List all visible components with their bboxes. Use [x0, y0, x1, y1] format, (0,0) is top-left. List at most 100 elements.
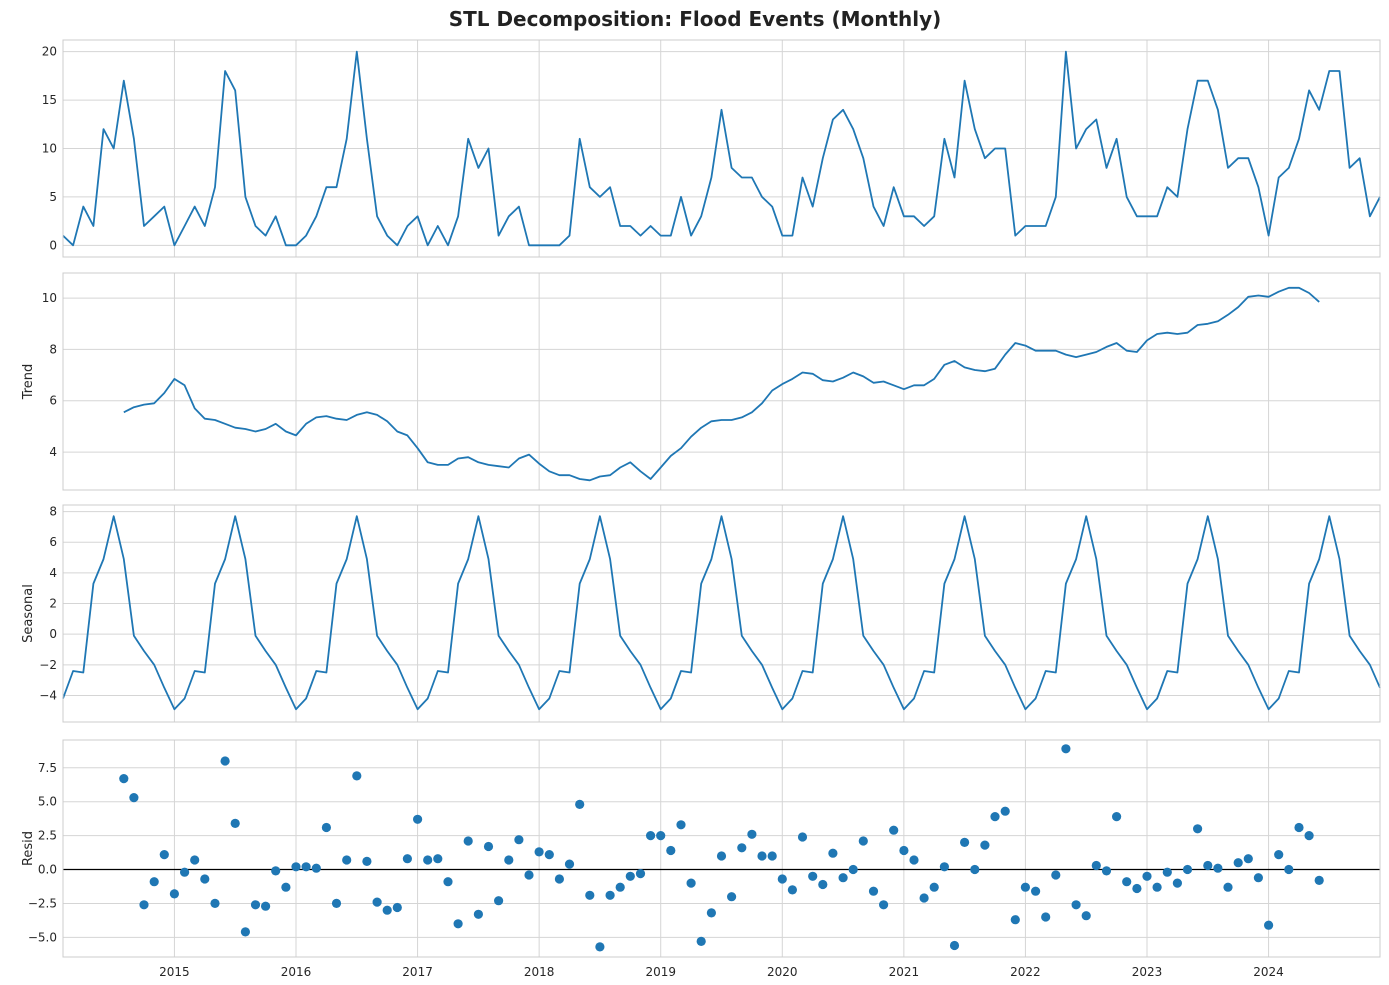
resid-point — [342, 855, 352, 865]
resid-point — [777, 874, 787, 884]
resid-point — [1314, 875, 1324, 886]
resid-point — [119, 774, 129, 784]
resid-point — [514, 835, 524, 845]
x-tick-label: 2016 — [281, 965, 312, 979]
x-tick-label: 2017 — [402, 965, 433, 979]
resid-frame — [62, 739, 1381, 958]
trend-plot-area — [63, 273, 1380, 490]
resid-point — [1091, 860, 1101, 871]
resid-point — [1284, 864, 1294, 875]
resid-point — [463, 836, 473, 846]
resid-point — [1274, 850, 1284, 860]
resid-point — [1304, 831, 1314, 841]
resid-point — [271, 866, 281, 876]
resid-point — [311, 863, 321, 873]
observed-y-tick-label: 15 — [42, 93, 57, 107]
resid-point — [990, 812, 1000, 822]
resid-point — [727, 892, 737, 902]
resid-point — [787, 885, 798, 895]
seasonal-panel: −4 −2 0 2 4 6 8 Seasonal — [21, 504, 1381, 723]
resid-point — [1051, 870, 1061, 880]
seasonal-y-tick-label: 2 — [49, 597, 57, 611]
resid-point — [615, 882, 625, 892]
resid-point — [1223, 882, 1233, 892]
resid-point — [261, 901, 271, 911]
resid-point — [949, 940, 960, 951]
resid-point — [331, 898, 342, 909]
resid-panel: −5.0 −2.5 0.0 2.5 5.0 7.5 Resid 2015 2016 2017 201… — [21, 739, 1381, 979]
resid-plot-area — [63, 740, 1380, 957]
trend-y-tick-label: 6 — [49, 394, 57, 408]
resid-point — [686, 878, 696, 888]
resid-point — [402, 854, 412, 864]
resid-point — [879, 900, 889, 910]
resid-point — [808, 871, 818, 881]
figure-title: STL Decomposition: Flood Events (Monthly… — [449, 7, 942, 31]
resid-point — [980, 840, 990, 850]
resid-point — [1243, 854, 1253, 864]
resid-point — [1101, 866, 1112, 876]
resid-y-tick-label: 0.0 — [38, 863, 57, 877]
resid-point — [129, 793, 139, 803]
resid-point — [301, 862, 311, 872]
resid-point — [1061, 744, 1071, 754]
x-tick-label: 2015 — [159, 965, 190, 979]
resid-point — [443, 877, 453, 887]
resid-point — [889, 825, 899, 835]
trend-frame — [62, 272, 1381, 491]
resid-point — [544, 850, 554, 860]
resid-point — [180, 867, 190, 877]
trend-y-tick-label: 4 — [49, 445, 57, 459]
resid-point — [909, 855, 919, 865]
resid-point — [716, 851, 727, 861]
resid-point — [1112, 812, 1122, 822]
x-tick-label: 2019 — [645, 965, 676, 979]
seasonal-y-tick-label: −4 — [39, 688, 57, 702]
trend-y-tick-label: 8 — [49, 342, 57, 356]
seasonal-series-line — [62, 515, 1381, 711]
resid-point — [1031, 886, 1041, 896]
resid-point — [473, 909, 483, 919]
seasonal-y-axis-label: Seasonal — [21, 584, 36, 643]
resid-point — [169, 889, 179, 899]
observed-y-tick-label: 5 — [49, 190, 57, 204]
resid-point — [595, 942, 605, 952]
resid-point — [362, 856, 372, 867]
x-tick-label: 2018 — [524, 965, 555, 979]
resid-point — [635, 869, 646, 879]
seasonal-y-tick-label: 4 — [49, 566, 57, 580]
observed-y-tick-label: 20 — [42, 45, 57, 59]
resid-point — [281, 882, 291, 892]
observed-y-tick-label: 10 — [42, 142, 57, 156]
resid-point — [190, 855, 200, 865]
resid-point — [1162, 867, 1172, 877]
resid-point — [291, 862, 301, 872]
resid-point — [737, 843, 747, 853]
resid-point — [1233, 858, 1243, 868]
resid-point — [200, 874, 210, 884]
resid-point — [1193, 824, 1203, 834]
resid-point — [564, 859, 575, 869]
resid-point — [1182, 864, 1193, 875]
observed-series-line — [62, 50, 1381, 247]
seasonal-y-tick-label: 8 — [49, 505, 57, 519]
resid-point — [848, 864, 858, 875]
resid-point — [554, 874, 565, 884]
resid-point — [1203, 860, 1213, 871]
trend-panel: 4 6 8 10 Trend — [21, 272, 1381, 491]
resid-point — [625, 871, 635, 881]
resid-point — [210, 898, 220, 909]
resid-point — [757, 851, 767, 861]
observed-y-tick-label: 0 — [49, 238, 57, 252]
resid-point — [392, 902, 402, 913]
resid-point — [139, 900, 149, 910]
resid-point — [494, 896, 504, 906]
resid-y-tick-label: 7.5 — [38, 761, 57, 775]
resid-point — [666, 845, 676, 856]
x-tick-label: 2021 — [889, 965, 920, 979]
resid-point — [220, 756, 230, 766]
resid-point — [1010, 915, 1020, 925]
resid-point — [585, 890, 595, 900]
resid-point — [321, 822, 331, 833]
resid-point — [747, 829, 757, 839]
